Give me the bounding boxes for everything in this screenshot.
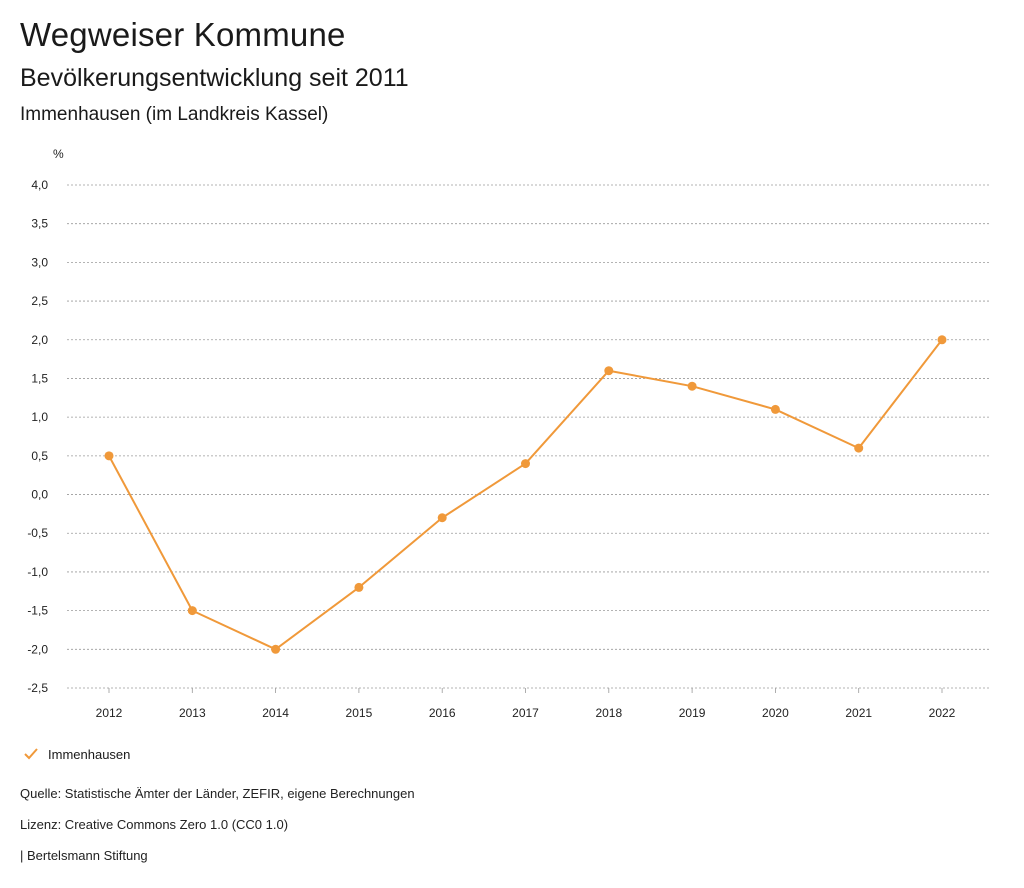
y-tick-label: -1,0 xyxy=(27,565,48,579)
y-tick-label: 1,0 xyxy=(31,410,48,424)
y-tick-label: 3,5 xyxy=(31,217,48,231)
x-axis-ticks: 2012 2013 2014 2015 2016 2017 2018 2019 2020 2021… xyxy=(96,688,956,720)
series-immenhausen xyxy=(104,335,947,654)
data-point xyxy=(770,404,780,414)
grid-lines xyxy=(67,184,990,689)
data-point xyxy=(187,606,197,616)
y-tick-label: 0,0 xyxy=(31,488,48,502)
y-tick-label: 4,0 xyxy=(31,178,48,192)
x-tick-label: 2014 xyxy=(262,706,289,720)
x-tick-label: 2018 xyxy=(595,706,622,720)
data-point xyxy=(854,443,864,453)
line-chart: % 4,0 3,5 3,0 2,5 2,0 1,5 1,0 0,5 0,0 -0,5 -1,0 -1,… xyxy=(27,147,990,720)
x-tick-label: 2012 xyxy=(96,706,123,720)
series-line xyxy=(108,339,943,651)
y-tick-label: 3,0 xyxy=(31,255,48,269)
y-tick-label: 2,0 xyxy=(31,333,48,347)
data-point xyxy=(271,644,281,654)
y-tick-label: 1,5 xyxy=(31,371,48,385)
legend-item-immenhausen[interactable]: Immenhausen xyxy=(22,745,130,763)
data-point xyxy=(437,513,447,523)
x-tick-label: 2017 xyxy=(512,706,539,720)
data-point xyxy=(604,366,614,376)
x-tick-label: 2013 xyxy=(179,706,206,720)
x-tick-label: 2015 xyxy=(346,706,373,720)
chart-subtitle: Bevölkerungsentwicklung seit 2011 xyxy=(20,64,409,92)
checkmark-icon xyxy=(24,748,38,760)
y-axis-unit-label: % xyxy=(53,147,64,161)
y-tick-label: -0,5 xyxy=(27,526,48,540)
x-tick-label: 2022 xyxy=(929,706,956,720)
x-tick-label: 2019 xyxy=(679,706,706,720)
y-tick-label: -2,5 xyxy=(27,681,48,695)
publisher-note: | Bertelsmann Stiftung xyxy=(20,848,148,863)
y-tick-label: -2,0 xyxy=(27,642,48,656)
x-tick-label: 2020 xyxy=(762,706,789,720)
x-tick-label: 2021 xyxy=(845,706,872,720)
data-point xyxy=(937,335,947,345)
data-point xyxy=(687,381,697,391)
chart-title: Wegweiser Kommune xyxy=(20,16,346,53)
y-tick-label: -1,5 xyxy=(27,604,48,618)
region-label: Immenhausen (im Landkreis Kassel) xyxy=(20,104,329,125)
license-note: Lizenz: Creative Commons Zero 1.0 (CC0 1… xyxy=(20,817,289,832)
data-point xyxy=(521,459,530,469)
x-tick-label: 2016 xyxy=(429,706,456,720)
y-tick-label: 2,5 xyxy=(31,294,48,308)
source-note: Quelle: Statistische Ämter der Länder, Z… xyxy=(20,786,415,801)
data-point xyxy=(354,582,364,592)
y-tick-label: 0,5 xyxy=(31,449,48,463)
legend-label: Immenhausen xyxy=(48,746,131,762)
data-point xyxy=(104,451,114,461)
y-axis-ticks: 4,0 3,5 3,0 2,5 2,0 1,5 1,0 0,5 0,0 -0,5 -1,0 -1,5 -… xyxy=(27,178,48,695)
